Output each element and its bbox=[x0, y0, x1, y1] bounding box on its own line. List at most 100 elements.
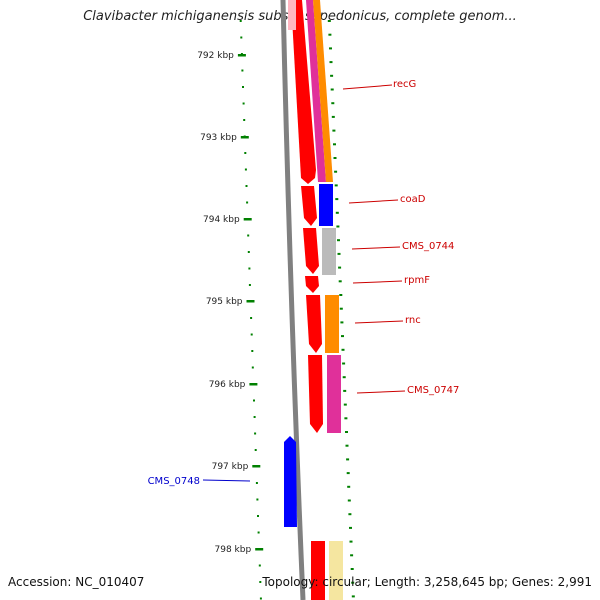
ruler-dot bbox=[330, 74, 334, 77]
ruler-dot bbox=[345, 444, 349, 447]
ruler-tick-label: 792 kbp bbox=[197, 51, 234, 61]
ruler-dot bbox=[248, 267, 251, 270]
ruler-dot bbox=[256, 498, 259, 501]
cog-magenta-recG bbox=[306, 0, 326, 182]
ruler-dot bbox=[341, 348, 345, 351]
ruler-dot bbox=[339, 307, 343, 310]
gene-label-CMS_0744[interactable]: CMS_0744 bbox=[402, 241, 454, 252]
gene-CMS_0748[interactable] bbox=[284, 436, 297, 527]
ruler-major-tick bbox=[237, 54, 246, 57]
ruler-dot bbox=[350, 568, 354, 570]
gene-label-rpmF[interactable]: rpmF bbox=[404, 275, 430, 286]
ruler-dot bbox=[330, 88, 334, 91]
ruler-major-tick bbox=[246, 300, 255, 303]
ruler-dot bbox=[242, 86, 244, 88]
ruler-dot bbox=[331, 102, 335, 105]
gene-label-rnc[interactable]: rnc bbox=[405, 315, 421, 326]
gene-label-recG[interactable]: recG bbox=[393, 79, 416, 90]
ruler-dot bbox=[332, 129, 336, 132]
accession-text: Accession: NC_010407 bbox=[8, 575, 145, 589]
ruler-dot bbox=[345, 431, 348, 433]
gene-labels: recG coaD CMS_0744 rpmF rnc CMS_0747 CMS_0748 bbox=[148, 79, 460, 487]
ruler-major-tick bbox=[240, 136, 249, 139]
gene-rnc[interactable] bbox=[306, 295, 322, 353]
ruler-dot bbox=[257, 515, 259, 517]
ruler-dot bbox=[240, 36, 243, 39]
ruler-dot bbox=[334, 170, 338, 173]
ruler-dot bbox=[338, 280, 342, 283]
ruler-dot bbox=[253, 416, 256, 418]
ruler-dot bbox=[337, 239, 340, 242]
ruler-dot bbox=[346, 472, 350, 475]
tick-labels: 792 kbp 793 kbp 794 kbp 795 kbp 796 kbp 797 k… bbox=[197, 51, 251, 555]
forward-genes bbox=[291, 0, 325, 600]
ruler-major-tick bbox=[255, 548, 264, 551]
ruler-major-tick bbox=[249, 383, 258, 386]
ruler-dot bbox=[335, 211, 339, 214]
gene-coaD[interactable] bbox=[301, 186, 317, 226]
ruler-tick-label: 798 kbp bbox=[215, 545, 252, 555]
ruler-dot bbox=[241, 69, 244, 72]
ruler-dot bbox=[327, 20, 331, 22]
ruler-dot bbox=[347, 499, 351, 502]
ruler-dot bbox=[244, 152, 247, 154]
ruler-dot bbox=[247, 234, 250, 237]
ruler-dot bbox=[336, 225, 340, 228]
ruler-dot bbox=[334, 184, 338, 187]
gene-recG[interactable] bbox=[291, 0, 316, 184]
ruler-dot bbox=[331, 115, 335, 118]
ruler-dot bbox=[349, 540, 353, 543]
ruler-dot bbox=[343, 389, 347, 392]
genome-summary-text: Topology: circular; Length: 3,258,645 bp… bbox=[262, 575, 592, 589]
ruler-dot bbox=[338, 266, 342, 269]
gene-label-leader bbox=[352, 280, 403, 284]
ruler-dot bbox=[242, 102, 245, 105]
ruler-dot bbox=[337, 252, 341, 255]
gene-next[interactable] bbox=[311, 541, 325, 600]
cog-magenta-CMS_0747 bbox=[327, 355, 341, 433]
gene-CMS_0744[interactable] bbox=[303, 228, 319, 274]
ruler-dot bbox=[254, 432, 257, 435]
cog-orange-recG bbox=[313, 0, 333, 182]
ruler-dot bbox=[339, 294, 343, 296]
ruler-dot bbox=[340, 321, 344, 324]
backbone-arc bbox=[280, 0, 306, 600]
gene-rpmF[interactable] bbox=[305, 276, 319, 293]
ruler-dot bbox=[333, 143, 336, 146]
gene-label-leader bbox=[351, 246, 401, 250]
ruler-dot bbox=[259, 581, 262, 583]
ruler-dot bbox=[244, 168, 247, 171]
ruler-dot bbox=[344, 417, 348, 420]
gene-label-leader bbox=[342, 84, 393, 90]
ruler-dot bbox=[342, 362, 346, 365]
ruler-dot bbox=[351, 581, 355, 584]
ruler-tick-label: 794 kbp bbox=[203, 215, 240, 225]
ruler-dot bbox=[329, 61, 333, 64]
ruler-dot bbox=[247, 251, 250, 253]
cog-tracks bbox=[288, 0, 343, 600]
ruler-dot bbox=[246, 201, 249, 204]
gene-CMS_0747[interactable] bbox=[308, 355, 323, 433]
ruler-dot bbox=[343, 403, 347, 406]
ruler-tick-label: 795 kbp bbox=[206, 297, 243, 307]
ruler-dot bbox=[239, 20, 242, 22]
cog-blue-coaD bbox=[319, 184, 333, 226]
ruler-dot bbox=[251, 366, 254, 369]
cog-pink-top bbox=[288, 0, 296, 30]
gene-label-CMS_0748[interactable]: CMS_0748 bbox=[148, 476, 200, 487]
ruler-dot bbox=[257, 531, 260, 534]
ruler-dot bbox=[250, 333, 253, 336]
ruler-dot bbox=[329, 47, 332, 50]
ruler-dot bbox=[254, 449, 257, 451]
ruler-dot bbox=[253, 399, 255, 402]
ruler-dot bbox=[342, 376, 346, 379]
ruler-dot bbox=[250, 317, 253, 319]
gene-label-coaD[interactable]: coaD bbox=[400, 194, 426, 205]
ruler-tick-label: 796 kbp bbox=[209, 380, 246, 390]
ruler-dot bbox=[255, 482, 258, 484]
ruler-tick-label: 797 kbp bbox=[212, 462, 249, 472]
gene-label-CMS_0747[interactable]: CMS_0747 bbox=[407, 385, 459, 396]
ruler-major-tick bbox=[252, 465, 261, 468]
cog-gray-CMS_0744 bbox=[322, 228, 336, 275]
